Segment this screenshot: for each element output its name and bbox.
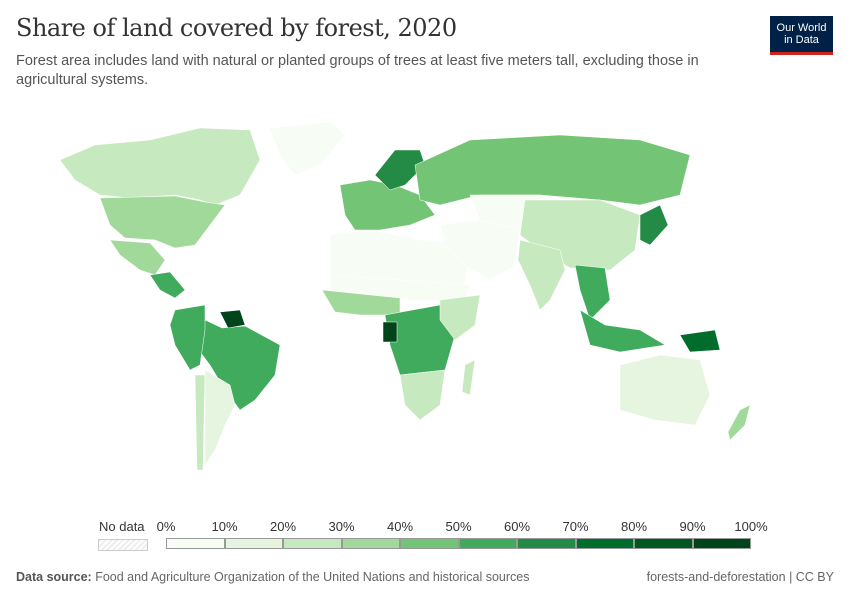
- legend-bin[interactable]: [692, 538, 751, 549]
- legend-bin[interactable]: [341, 538, 400, 549]
- subtitle: Forest area includes land with natural o…: [16, 53, 699, 88]
- legend-bin[interactable]: [400, 538, 459, 549]
- country-guianas[interactable]: [219, 309, 246, 329]
- country-australia[interactable]: [619, 354, 711, 426]
- country-brazil[interactable]: [194, 319, 281, 411]
- data-source-label: Data source:: [16, 570, 92, 584]
- country-mexico[interactable]: [109, 239, 166, 276]
- world-map[interactable]: [0, 110, 850, 510]
- country-indonesia[interactable]: [579, 309, 666, 353]
- country-sahel[interactable]: [329, 274, 471, 301]
- footer-link[interactable]: forests-and-deforestation | CC BY: [646, 570, 834, 584]
- country-russia[interactable]: [414, 134, 691, 206]
- legend-bin[interactable]: [166, 538, 225, 549]
- legend-no-data-label: No data: [99, 519, 145, 534]
- data-source: Data source: Food and Agriculture Organi…: [16, 570, 530, 584]
- data-source-text[interactable]: Food and Agriculture Organization of the…: [95, 570, 530, 584]
- legend-no-data-swatch: [98, 539, 148, 551]
- legend: No data 0% 10% 20% 30% 40% 50% 60% 70% 80% 90% 100…: [0, 516, 850, 556]
- country-gabon[interactable]: [382, 321, 398, 343]
- country-india[interactable]: [517, 239, 566, 311]
- legend-bin[interactable]: [283, 538, 342, 549]
- country-southeast-asia[interactable]: [574, 264, 611, 321]
- country-madagascar[interactable]: [461, 359, 476, 396]
- legend-tick: 100%: [734, 519, 768, 534]
- legend-bin[interactable]: [517, 538, 576, 549]
- legend-tick: 0%: [156, 519, 176, 534]
- country-greenland[interactable]: [269, 121, 346, 176]
- legend-tick: 10%: [211, 519, 238, 534]
- legend-tick: 60%: [503, 519, 531, 534]
- legend-bin[interactable]: [224, 538, 283, 549]
- legend-bin[interactable]: [458, 538, 517, 549]
- country-east-africa[interactable]: [439, 294, 481, 341]
- country-southern-africa[interactable]: [399, 369, 446, 421]
- country-andean-south-america[interactable]: [169, 304, 206, 371]
- country-west-africa[interactable]: [321, 289, 401, 316]
- legend-tick: 40%: [386, 519, 414, 534]
- country-canada[interactable]: [59, 127, 261, 206]
- legend-bin[interactable]: [575, 538, 634, 549]
- legend-tick: 50%: [445, 519, 472, 534]
- owid-logo[interactable]: Our World in Data: [770, 16, 833, 55]
- legend-tick: 80%: [620, 519, 648, 534]
- legend-bin[interactable]: [634, 538, 693, 549]
- legend-tick: 30%: [328, 519, 355, 534]
- country-papua-new-guinea[interactable]: [679, 329, 721, 353]
- legend-tick: 90%: [679, 519, 706, 534]
- country-united-states[interactable]: [99, 195, 226, 249]
- country-chile[interactable]: [194, 374, 206, 471]
- country-central-america[interactable]: [149, 271, 186, 299]
- country-new-zealand[interactable]: [727, 404, 751, 441]
- country-japan[interactable]: [639, 204, 669, 246]
- legend-tick: 20%: [269, 519, 297, 534]
- legend-tick: 70%: [562, 519, 589, 534]
- page-title: Share of land covered by forest, 2020: [16, 14, 457, 42]
- country-argentina[interactable]: [204, 369, 236, 466]
